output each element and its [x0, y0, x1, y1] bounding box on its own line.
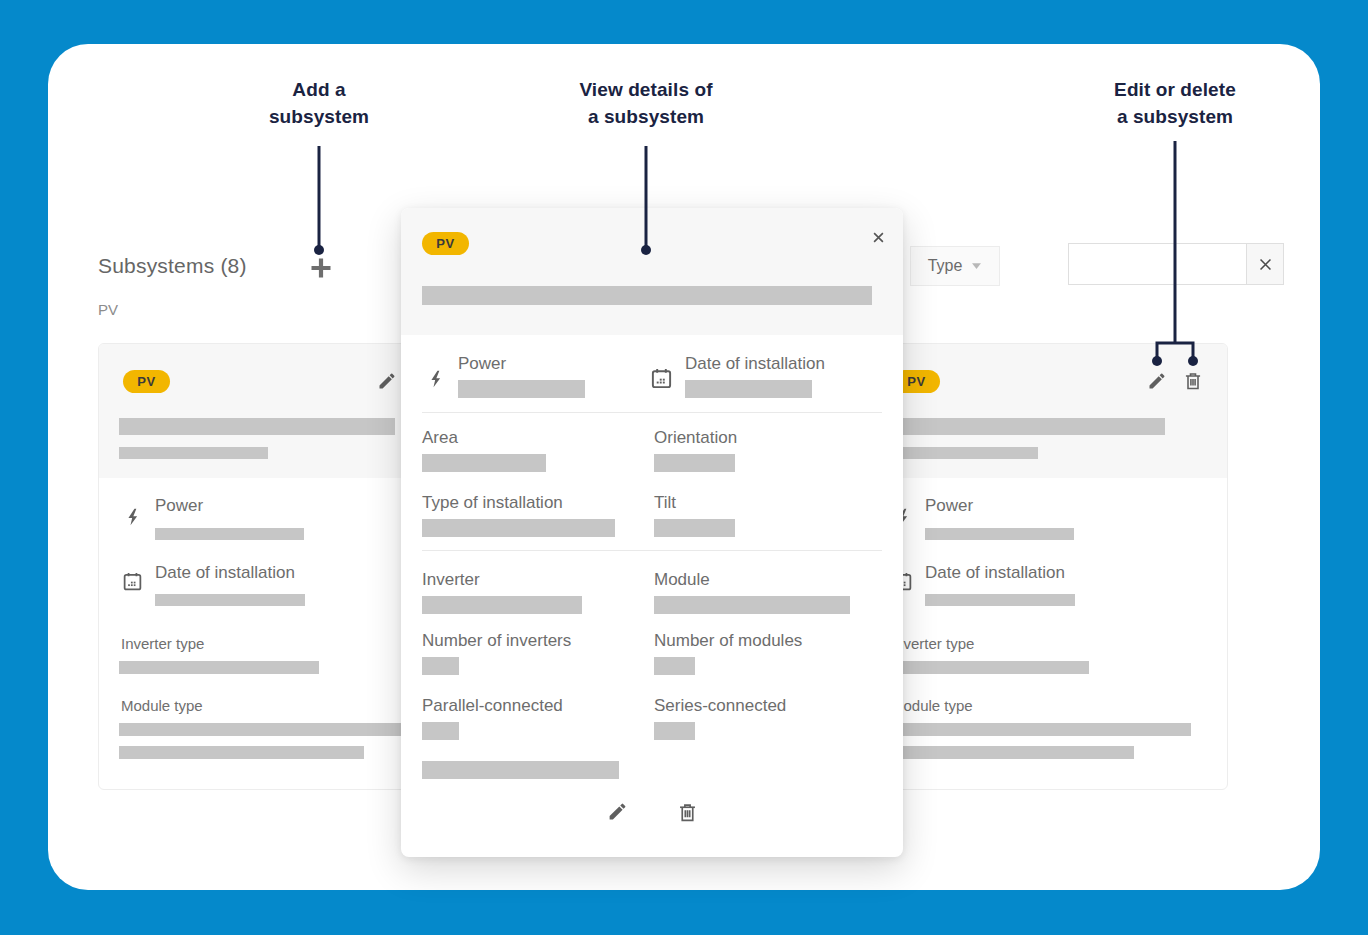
plus-icon — [308, 255, 334, 281]
module-value-placeholder — [654, 596, 850, 614]
power-label: Power — [925, 496, 973, 516]
tutorial-screenshot: Subsystems (8) PV Type PV — [0, 0, 1368, 935]
orientation-label: Orientation — [654, 428, 737, 448]
number-of-modules-placeholder — [654, 657, 695, 675]
inverter-value-placeholder — [422, 596, 582, 614]
pencil-icon — [377, 371, 397, 391]
number-of-inverters-placeholder — [422, 657, 459, 675]
series-connected-label: Series-connected — [654, 696, 786, 716]
annotation-add-subsystem: Add a subsystem — [209, 76, 429, 130]
area-value-placeholder — [422, 454, 546, 472]
module-type-placeholder — [119, 746, 364, 759]
lightning-icon — [124, 505, 143, 529]
module-label: Module — [654, 570, 850, 590]
lightning-icon — [427, 366, 446, 392]
add-subsystem-button[interactable] — [308, 255, 334, 281]
power-label: Power — [458, 354, 585, 374]
search-input[interactable] — [1069, 244, 1246, 284]
pv-badge: PV — [422, 232, 469, 255]
edit-subsystem-button[interactable] — [1147, 371, 1167, 391]
power-label: Power — [155, 496, 203, 516]
parallel-connected-placeholder — [422, 722, 459, 740]
inverter-type-placeholder — [889, 661, 1089, 674]
annotation-view-details: View details of a subsystem — [536, 76, 756, 130]
card-title-placeholder — [889, 418, 1165, 435]
date-of-installation-label: Date of installation — [685, 354, 825, 374]
card-subtitle-placeholder — [889, 447, 1038, 459]
divider — [422, 550, 882, 551]
module-type-label: Module type — [121, 697, 203, 714]
power-value-placeholder — [155, 528, 304, 540]
divider — [422, 412, 882, 413]
card-subtitle-placeholder — [119, 447, 268, 459]
edit-subsystem-button[interactable] — [377, 371, 397, 391]
tilt-label: Tilt — [654, 493, 735, 513]
modal-title-placeholder — [422, 286, 872, 305]
inverter-type-label: Inverter type — [891, 635, 974, 652]
trash-icon — [677, 802, 698, 823]
parallel-connected-label: Parallel-connected — [422, 696, 563, 716]
number-of-modules-label: Number of modules — [654, 631, 802, 651]
date-of-installation-label: Date of installation — [925, 563, 1065, 583]
app-panel: Subsystems (8) PV Type PV — [48, 44, 1320, 890]
pencil-icon — [607, 801, 628, 822]
type-filter-dropdown[interactable]: Type — [910, 246, 1000, 286]
card-title-placeholder — [119, 418, 395, 435]
type-filter-value: Type — [928, 257, 963, 275]
series-connected-placeholder — [654, 722, 695, 740]
x-icon — [871, 230, 886, 245]
delete-subsystem-button[interactable] — [1183, 371, 1203, 391]
date-value-placeholder — [925, 594, 1075, 606]
modal-header — [401, 208, 903, 335]
date-value-placeholder — [685, 380, 812, 398]
date-of-installation-label: Date of installation — [155, 563, 295, 583]
inverter-type-label: Inverter type — [121, 635, 204, 652]
power-value-placeholder — [925, 528, 1074, 540]
trash-icon — [1183, 371, 1203, 391]
date-value-placeholder — [155, 594, 305, 606]
power-value-placeholder — [458, 380, 585, 398]
type-of-installation-label: Type of installation — [422, 493, 615, 513]
page-title: Subsystems (8) — [98, 254, 247, 278]
number-of-inverters-label: Number of inverters — [422, 631, 571, 651]
tilt-value-placeholder — [654, 519, 735, 537]
type-of-installation-placeholder — [422, 519, 615, 537]
area-label: Area — [422, 428, 546, 448]
close-modal-button[interactable] — [871, 230, 887, 246]
search-box — [1068, 243, 1284, 285]
x-icon — [1257, 256, 1274, 273]
delete-subsystem-button[interactable] — [677, 802, 698, 823]
annotation-edit-or-delete: Edit or delete a subsystem — [1065, 76, 1285, 130]
section-label: PV — [98, 301, 118, 318]
chevron-down-icon — [971, 262, 982, 270]
module-type-placeholder — [889, 746, 1134, 759]
orientation-value-placeholder — [654, 454, 735, 472]
pv-badge: PV — [123, 370, 170, 393]
calendar-icon — [650, 367, 673, 390]
calendar-icon — [122, 571, 143, 592]
pencil-icon — [1147, 371, 1167, 391]
module-type-label: Module type — [891, 697, 973, 714]
edit-subsystem-button[interactable] — [607, 801, 628, 822]
subsystem-details-modal: PV Power Date of installation Area Ori — [401, 208, 903, 857]
search-clear-button[interactable] — [1246, 244, 1283, 284]
inverter-label: Inverter — [422, 570, 582, 590]
subsystem-card[interactable]: PV Power Date of installation Inverter t… — [868, 343, 1228, 790]
module-type-placeholder — [119, 723, 421, 736]
module-type-placeholder — [889, 723, 1191, 736]
extra-value-placeholder — [422, 761, 619, 779]
inverter-type-placeholder — [119, 661, 319, 674]
